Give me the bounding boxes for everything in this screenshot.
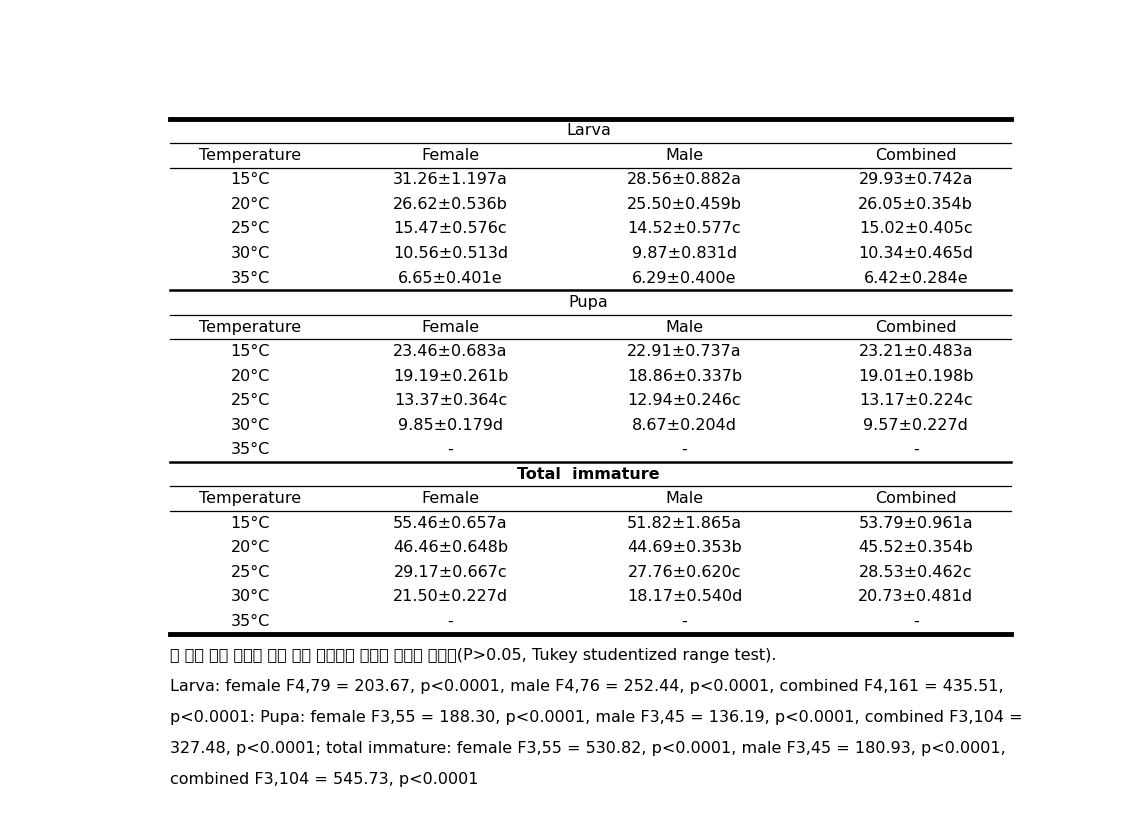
Text: Combined: Combined <box>875 148 956 163</box>
Text: Pupa: Pupa <box>568 295 608 310</box>
Text: 55.46±0.657a: 55.46±0.657a <box>393 515 507 530</box>
Text: 26.62±0.536b: 26.62±0.536b <box>393 197 507 212</box>
Text: Temperature: Temperature <box>200 491 301 506</box>
Text: 23.21±0.483a: 23.21±0.483a <box>859 344 974 359</box>
Text: 6.29±0.400e: 6.29±0.400e <box>633 271 737 286</box>
Text: 19.19±0.261b: 19.19±0.261b <box>393 369 509 384</box>
Text: Total  immature: Total immature <box>517 467 660 482</box>
Text: 25°C: 25°C <box>231 393 270 408</box>
Text: 12.94±0.246c: 12.94±0.246c <box>628 393 742 408</box>
Text: combined F3,104 = 545.73, p<0.0001: combined F3,104 = 545.73, p<0.0001 <box>170 772 479 787</box>
Text: 18.17±0.540d: 18.17±0.540d <box>627 589 742 604</box>
Text: 44.69±0.353b: 44.69±0.353b <box>627 541 742 556</box>
Text: -: - <box>682 442 688 458</box>
Text: 35°C: 35°C <box>231 271 270 286</box>
Text: 29.93±0.742a: 29.93±0.742a <box>859 173 974 188</box>
Text: 18.86±0.337b: 18.86±0.337b <box>627 369 742 384</box>
Text: 35°C: 35°C <box>231 613 270 628</box>
Text: 30°C: 30°C <box>231 589 270 604</box>
Text: 28.53±0.462c: 28.53±0.462c <box>859 565 972 580</box>
Text: Temperature: Temperature <box>200 319 301 334</box>
Text: 26.05±0.354b: 26.05±0.354b <box>859 197 974 212</box>
Text: 25.50±0.459b: 25.50±0.459b <box>627 197 742 212</box>
Text: 28.56±0.882a: 28.56±0.882a <box>627 173 742 188</box>
Text: Male: Male <box>666 491 704 506</box>
Text: 8.67±0.204d: 8.67±0.204d <box>631 417 737 432</box>
Text: Combined: Combined <box>875 491 956 506</box>
Text: -: - <box>682 613 688 628</box>
Text: -: - <box>913 613 918 628</box>
Text: -: - <box>913 442 918 458</box>
Text: 35°C: 35°C <box>231 442 270 458</box>
Text: 15.47±0.576c: 15.47±0.576c <box>394 221 507 236</box>
Text: 327.48, p<0.0001; total immature: female F3,55 = 530.82, p<0.0001, male F3,45 = : 327.48, p<0.0001; total immature: female… <box>170 741 1006 756</box>
Text: 22.91±0.737a: 22.91±0.737a <box>627 344 742 359</box>
Text: 21.50±0.227d: 21.50±0.227d <box>393 589 509 604</box>
Text: 14.52±0.577c: 14.52±0.577c <box>628 221 742 236</box>
Text: 46.46±0.648b: 46.46±0.648b <box>393 541 509 556</box>
Text: 20°C: 20°C <box>231 541 270 556</box>
Text: 10.34±0.465d: 10.34±0.465d <box>859 246 974 261</box>
Text: 15.02±0.405c: 15.02±0.405c <box>859 221 972 236</box>
Text: p<0.0001: Pupa: female F3,55 = 188.30, p<0.0001, male F3,45 = 136.19, p<0.0001, : p<0.0001: Pupa: female F3,55 = 188.30, p… <box>170 710 1023 725</box>
Text: 6.42±0.284e: 6.42±0.284e <box>863 271 968 286</box>
Text: 53.79±0.961a: 53.79±0.961a <box>859 515 974 530</box>
Text: 45.52±0.354b: 45.52±0.354b <box>859 541 974 556</box>
Text: 10.56±0.513d: 10.56±0.513d <box>393 246 509 261</box>
Text: 9.57±0.227d: 9.57±0.227d <box>863 417 968 432</box>
Text: 20.73±0.481d: 20.73±0.481d <box>859 589 974 604</box>
Text: Male: Male <box>666 319 704 334</box>
Text: 9.87±0.831d: 9.87±0.831d <box>631 246 737 261</box>
Text: 각 열에 같은 문자는 평균 값이 유의하게 다르지 않음을 나타냄(P>0.05, Tukey studentized range test).: 각 열에 같은 문자는 평균 값이 유의하게 다르지 않음을 나타냄(P>0.0… <box>170 648 777 663</box>
Text: Combined: Combined <box>875 319 956 334</box>
Text: 30°C: 30°C <box>231 246 270 261</box>
Text: 15°C: 15°C <box>231 173 270 188</box>
Text: Male: Male <box>666 148 704 163</box>
Text: 13.17±0.224c: 13.17±0.224c <box>859 393 972 408</box>
Text: 31.26±1.197a: 31.26±1.197a <box>393 173 507 188</box>
Text: 20°C: 20°C <box>231 197 270 212</box>
Text: 30°C: 30°C <box>231 417 270 432</box>
Text: Larva: female F4,79 = 203.67, p<0.0001, male F4,76 = 252.44, p<0.0001, combined : Larva: female F4,79 = 203.67, p<0.0001, … <box>170 679 1003 694</box>
Text: 29.17±0.667c: 29.17±0.667c <box>394 565 507 580</box>
Text: Female: Female <box>421 148 480 163</box>
Text: 15°C: 15°C <box>231 515 270 530</box>
Text: Temperature: Temperature <box>200 148 301 163</box>
Text: Female: Female <box>421 491 480 506</box>
Text: 19.01±0.198b: 19.01±0.198b <box>858 369 974 384</box>
Text: 20°C: 20°C <box>231 369 270 384</box>
Text: Female: Female <box>421 319 480 334</box>
Text: 13.37±0.364c: 13.37±0.364c <box>394 393 507 408</box>
Text: 51.82±1.865a: 51.82±1.865a <box>627 515 742 530</box>
Text: 27.76±0.620c: 27.76±0.620c <box>628 565 742 580</box>
Text: 6.65±0.401e: 6.65±0.401e <box>398 271 503 286</box>
Text: 25°C: 25°C <box>231 565 270 580</box>
Text: -: - <box>448 442 453 458</box>
Text: 23.46±0.683a: 23.46±0.683a <box>394 344 507 359</box>
Text: 9.85±0.179d: 9.85±0.179d <box>398 417 503 432</box>
Text: Larva: Larva <box>566 123 611 138</box>
Text: -: - <box>448 613 453 628</box>
Text: 25°C: 25°C <box>231 221 270 236</box>
Text: 15°C: 15°C <box>231 344 270 359</box>
